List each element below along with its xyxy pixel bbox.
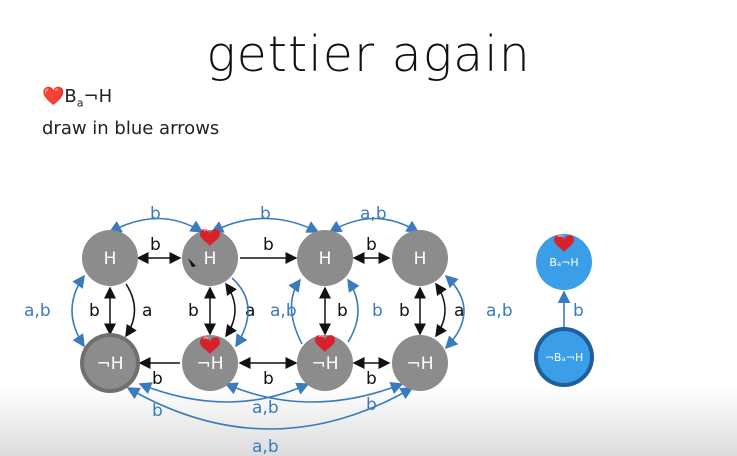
edge-label-black-bot-3: b	[366, 369, 377, 389]
node-top-4: H	[392, 230, 448, 286]
blue-arc-col3-right	[347, 278, 360, 343]
edge-label-black-bot-1: b	[152, 369, 163, 389]
mouse-cursor-icon	[188, 258, 196, 267]
belief-proposition: ¬H	[83, 86, 113, 107]
node-right-top-label: Bₐ¬H	[549, 256, 578, 269]
edge-label-black-top-3: b	[366, 235, 377, 255]
node-right-bottom-label: ¬Bₐ¬H	[545, 351, 584, 364]
heart-icon: ❤️	[42, 86, 65, 107]
edge-label-black-vert-3-b: b	[337, 301, 348, 321]
blue-arc-col3-left	[288, 278, 303, 345]
blue-arc-top-1-2	[108, 217, 204, 233]
black-vert-2-a	[225, 282, 237, 338]
slide-title: gettier again	[206, 26, 531, 83]
belief-agent: a	[76, 96, 84, 110]
edge-label-black-vert-1-a: a	[142, 301, 152, 321]
node-right-top: Bₐ¬H	[536, 234, 592, 290]
edge-label-black-top-2: b	[263, 235, 274, 255]
black-vert-1-a	[125, 283, 137, 338]
edge-label-blue-right-chain: b	[573, 301, 584, 321]
edge-label-blue-top-3: a,b	[360, 204, 387, 224]
edge-label-blue-bot-4: a,b	[252, 437, 279, 456]
edge-label-black-top-1: b	[150, 235, 161, 255]
edge-label-blue-col2: a,b	[270, 301, 297, 321]
edge-label-blue-col4: a,b	[486, 301, 513, 321]
edge-label-blue-bot-1: b	[152, 401, 163, 421]
edge-label-black-vert-4-b: b	[399, 301, 410, 321]
node-bot-4-label: ¬H	[406, 354, 433, 374]
node-bot-4: ¬H	[392, 335, 448, 391]
edge-label-blue-bot-3: b	[366, 395, 377, 415]
node-bot-1-actual: ¬H	[80, 333, 140, 393]
edge-label-black-vert-2-a: a	[245, 301, 255, 321]
edge-label-black-bot-2: b	[263, 369, 274, 389]
edge-label-black-vert-4-a: a	[454, 301, 464, 321]
node-top-2-label: H	[204, 249, 217, 269]
node-bot-1-label: ¬H	[96, 354, 123, 374]
blue-arc-left	[71, 274, 85, 348]
belief-B: B	[64, 86, 77, 107]
edge-label-blue-left: a,b	[24, 301, 51, 321]
blue-arc-top-2-3	[210, 217, 320, 233]
edge-label-blue-col3: b	[372, 301, 383, 321]
blue-arc-bot-1-4	[126, 387, 414, 430]
node-top-1-label: H	[104, 249, 117, 269]
node-top-4-label: H	[414, 249, 427, 269]
node-bot-3: ¬H	[297, 334, 353, 391]
edge-label-blue-top-2: b	[260, 204, 271, 224]
blue-arc-top-3-4	[328, 217, 420, 233]
node-bot-2: ¬H	[182, 335, 238, 391]
edge-label-blue-bot-2: a,b	[252, 398, 279, 418]
node-top-2: H	[182, 228, 238, 286]
blue-arc-col4-right	[444, 274, 465, 350]
blue-arc-col2-right	[231, 277, 249, 348]
node-right-bottom: ¬Bₐ¬H	[534, 327, 594, 387]
edge-label-blue-top-1: b	[150, 204, 161, 224]
node-top-3-label: H	[319, 249, 332, 269]
edge-label-black-vert-2-b: b	[188, 301, 199, 321]
node-top-3: H	[297, 230, 353, 286]
node-bot-2-label: ¬H	[196, 354, 223, 374]
note-instruction: draw in blue arrows	[42, 118, 220, 139]
node-top-1: H	[82, 230, 138, 286]
black-vert-4-a	[435, 282, 447, 338]
note-heart-belief: ❤️Ba¬H	[42, 86, 112, 110]
edge-label-black-vert-1-b: b	[89, 301, 100, 321]
node-bot-3-label: ¬H	[311, 354, 338, 374]
